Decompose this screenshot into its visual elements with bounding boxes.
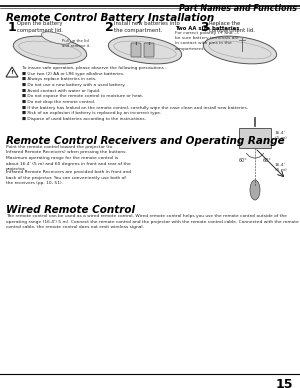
Text: 15: 15 (275, 378, 293, 388)
Text: 2: 2 (105, 21, 114, 34)
Ellipse shape (108, 36, 182, 64)
Text: 1: 1 (8, 21, 17, 34)
Text: !: ! (11, 71, 14, 76)
Ellipse shape (250, 180, 260, 200)
Text: To insure safe operation, please observe the following precautions :
■ Use two (: To insure safe operation, please observe… (22, 66, 248, 121)
Text: Install new batteries into
the compartment.: Install new batteries into the compartme… (114, 21, 180, 33)
Text: 16.4'
(5 m): 16.4' (5 m) (275, 163, 287, 172)
Text: Part Names and Functions: Part Names and Functions (179, 4, 297, 13)
Text: Point the remote control toward the projector (to
Infrared Remote Receivers) whe: Point the remote control toward the proj… (6, 145, 131, 171)
FancyBboxPatch shape (144, 43, 154, 57)
Text: Wired Remote Control: Wired Remote Control (6, 205, 135, 215)
Text: 16.4'
(5 m): 16.4' (5 m) (275, 131, 287, 140)
Text: For correct polarity (+ and –),
be sure battery terminals are
in contact with pi: For correct polarity (+ and –), be sure … (175, 31, 239, 50)
Text: Pull up the lid
and remove it.: Pull up the lid and remove it. (62, 39, 91, 48)
Text: Open the battery
compartment lid.: Open the battery compartment lid. (17, 21, 63, 33)
Ellipse shape (13, 36, 87, 64)
Text: Two AA size batteries: Two AA size batteries (175, 26, 239, 31)
Text: Replace the
compartment lid.: Replace the compartment lid. (209, 21, 255, 33)
FancyBboxPatch shape (131, 43, 141, 57)
Text: 60°: 60° (238, 158, 247, 163)
Text: The remote control can be used as a wired remote control. Wired remote control h: The remote control can be used as a wire… (6, 214, 299, 229)
Ellipse shape (203, 36, 277, 64)
FancyBboxPatch shape (239, 128, 271, 148)
Text: 60°: 60° (262, 158, 272, 163)
Text: 3: 3 (200, 21, 208, 34)
Text: Remote Control Battery Installation: Remote Control Battery Installation (6, 13, 214, 23)
Ellipse shape (41, 32, 70, 44)
Text: Infrared Remote Receivers are provided both in front and
back of the projector. : Infrared Remote Receivers are provided b… (6, 170, 131, 185)
Text: Remote Control Receivers and Operating Range: Remote Control Receivers and Operating R… (6, 136, 285, 146)
